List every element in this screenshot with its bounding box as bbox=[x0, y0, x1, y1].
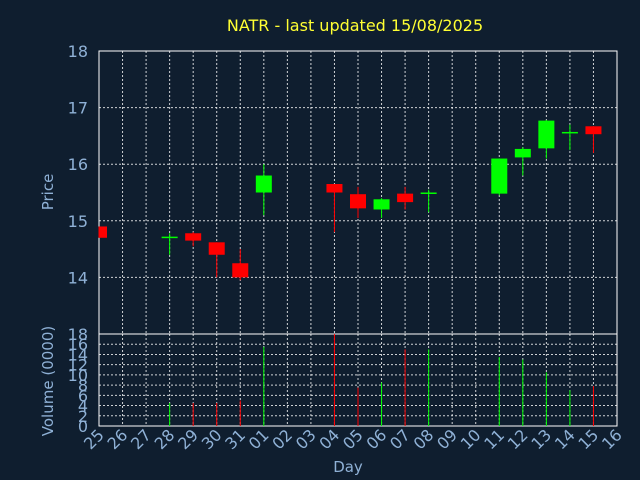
candle-body bbox=[538, 120, 555, 149]
candle bbox=[98, 226, 107, 238]
day-tick-labels: 2526272829303101020304050607080910111213… bbox=[80, 425, 626, 453]
volume-tick-label: 4 bbox=[78, 397, 88, 416]
candle bbox=[350, 186, 366, 218]
price-tick-label: 15 bbox=[68, 212, 88, 231]
candle-body bbox=[514, 148, 531, 158]
candle bbox=[208, 242, 225, 278]
volume-tick-label: 14 bbox=[68, 345, 88, 364]
candle-body bbox=[232, 263, 249, 278]
candle-body bbox=[491, 158, 508, 194]
candle bbox=[420, 189, 437, 213]
candle bbox=[255, 164, 272, 216]
volume-tick-label: 2 bbox=[78, 407, 88, 426]
candle bbox=[185, 232, 202, 247]
chart-title: NATR - last updated 15/08/2025 bbox=[227, 16, 483, 35]
price-axis-label: Price bbox=[39, 174, 57, 211]
candle-body bbox=[208, 242, 225, 255]
price-tick-label: 16 bbox=[68, 155, 88, 174]
candle bbox=[232, 249, 249, 281]
candle bbox=[538, 120, 555, 159]
volume-axis-label: Volume (0000) bbox=[39, 326, 57, 436]
candle bbox=[514, 147, 531, 176]
candle bbox=[585, 126, 602, 153]
candle-body bbox=[99, 226, 107, 238]
volume-tick-label: 6 bbox=[78, 386, 88, 405]
x-axis-label: Day bbox=[333, 458, 363, 476]
candle bbox=[561, 124, 578, 151]
candle-body bbox=[420, 192, 437, 194]
candle-body bbox=[255, 175, 272, 193]
price-tick-label: 17 bbox=[68, 99, 88, 118]
candle-body bbox=[326, 184, 343, 193]
volume-tick-label: 10 bbox=[68, 366, 88, 385]
volume-tick-label: 0 bbox=[78, 417, 88, 436]
candle-body bbox=[185, 233, 202, 241]
volume-bars bbox=[169, 334, 594, 426]
candle bbox=[491, 158, 508, 196]
candle bbox=[373, 198, 390, 218]
candle-body bbox=[397, 193, 414, 203]
volume-tick-label: 16 bbox=[68, 335, 88, 354]
volume-tick-label: 12 bbox=[68, 356, 88, 375]
candle-body bbox=[161, 236, 178, 239]
candle-body bbox=[561, 131, 578, 134]
candlesticks bbox=[98, 120, 602, 281]
candle bbox=[326, 184, 343, 233]
volume-tick-label: 18 bbox=[68, 325, 88, 344]
candle-body bbox=[350, 194, 366, 209]
day-tick-label: 16 bbox=[598, 425, 626, 453]
price-tick-labels: 14 15 16 17 18 bbox=[68, 42, 88, 287]
candle-body bbox=[373, 199, 390, 210]
price-tick-label: 18 bbox=[68, 42, 88, 61]
candle-body bbox=[585, 126, 602, 135]
candle bbox=[397, 186, 414, 210]
candle bbox=[161, 233, 178, 255]
price-tick-label: 14 bbox=[68, 268, 88, 287]
volume-tick-label: 8 bbox=[78, 376, 88, 395]
